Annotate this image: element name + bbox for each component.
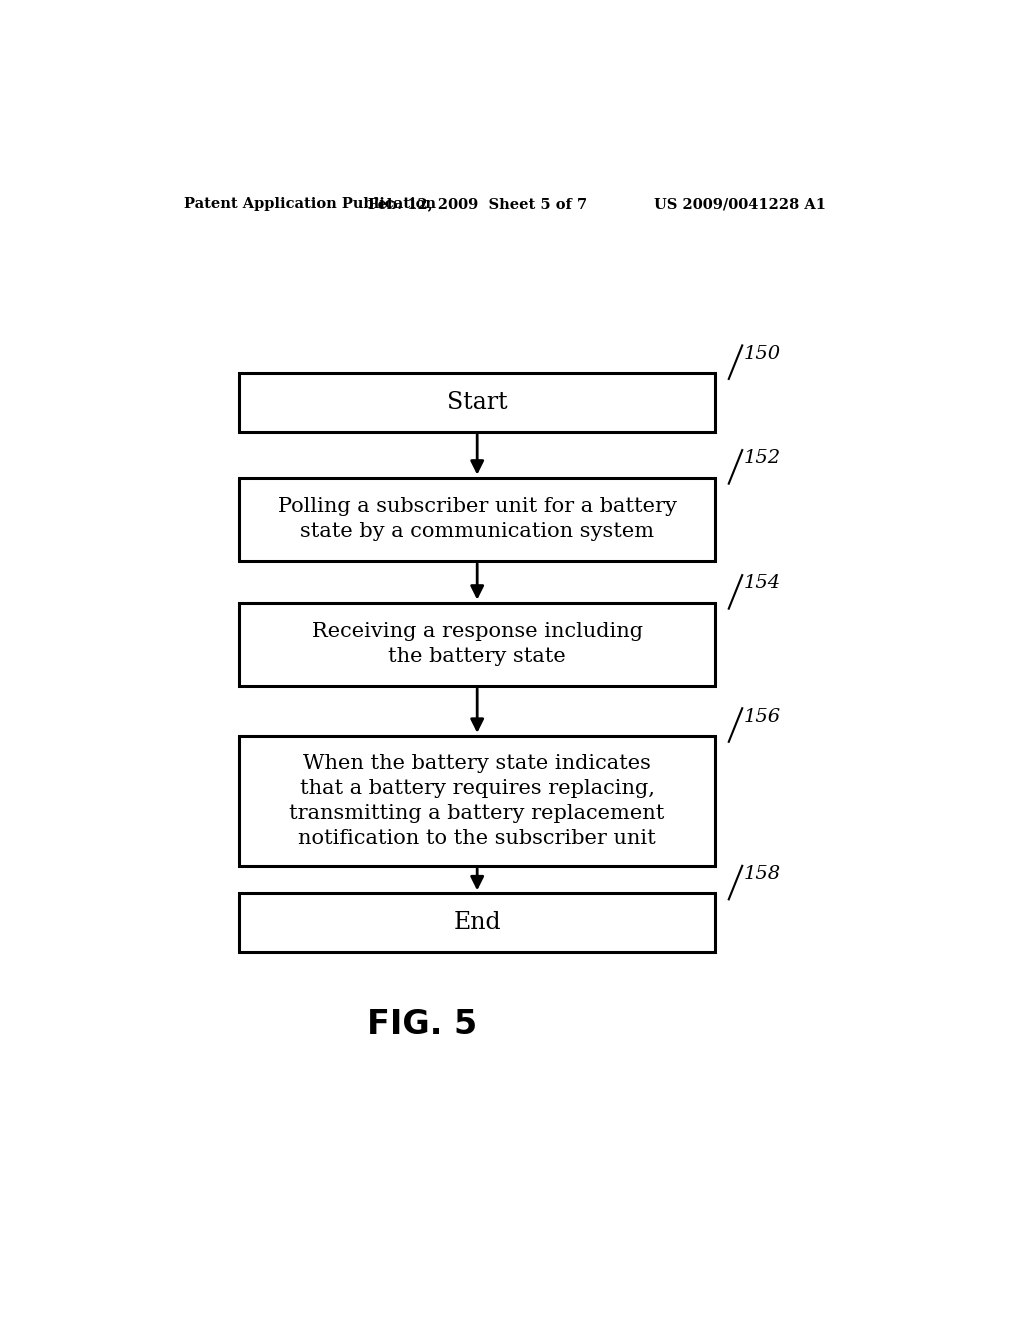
Text: 156: 156	[743, 708, 781, 726]
Text: Polling a subscriber unit for a battery
state by a communication system: Polling a subscriber unit for a battery …	[278, 498, 677, 541]
Bar	[240, 735, 715, 866]
Text: 154: 154	[743, 574, 781, 593]
Bar	[240, 894, 715, 952]
Text: When the battery state indicates
that a battery requires replacing,
transmitting: When the battery state indicates that a …	[290, 754, 665, 847]
Text: Receiving a response including
the battery state: Receiving a response including the batte…	[311, 622, 643, 667]
Text: FIG. 5: FIG. 5	[367, 1008, 477, 1041]
Text: 152: 152	[743, 449, 781, 467]
Text: US 2009/0041228 A1: US 2009/0041228 A1	[654, 197, 826, 211]
Text: Feb. 12, 2009  Sheet 5 of 7: Feb. 12, 2009 Sheet 5 of 7	[368, 197, 587, 211]
Text: 150: 150	[743, 345, 781, 363]
Text: Start: Start	[446, 391, 508, 414]
Bar	[240, 602, 715, 686]
Bar	[240, 372, 715, 432]
Bar	[240, 478, 715, 561]
Text: End: End	[454, 911, 501, 935]
Text: Patent Application Publication: Patent Application Publication	[183, 197, 435, 211]
Text: 158: 158	[743, 865, 781, 883]
